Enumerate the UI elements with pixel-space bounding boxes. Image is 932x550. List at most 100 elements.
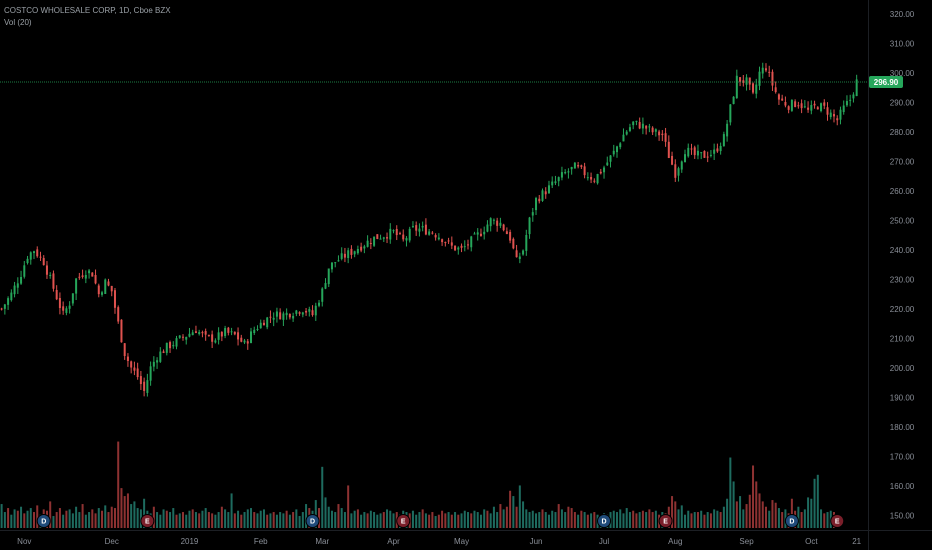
- volume-bar: [479, 514, 482, 528]
- candle-body: [832, 114, 835, 117]
- candle-body: [272, 317, 275, 320]
- candle-body: [852, 94, 855, 99]
- volume-bar: [204, 508, 207, 528]
- candle-body: [162, 351, 165, 353]
- volume-bar: [641, 510, 644, 528]
- candle-body: [373, 236, 376, 246]
- volume-bar: [113, 508, 116, 528]
- y-tick-label: 280.00: [890, 128, 915, 137]
- candle-body: [732, 96, 735, 104]
- volume-bar: [84, 514, 87, 528]
- volume-bar: [272, 512, 275, 528]
- volume-bar: [632, 510, 635, 528]
- volume-bar: [745, 504, 748, 528]
- volume-bar: [376, 514, 379, 528]
- volume-bar: [810, 498, 813, 528]
- volume-bar: [761, 501, 764, 528]
- candle-body: [159, 351, 162, 362]
- volume-bar: [356, 509, 359, 528]
- candle-body: [541, 190, 544, 201]
- candle-body: [237, 332, 240, 340]
- candle-body: [71, 293, 74, 304]
- volume-bar: [347, 485, 350, 528]
- earnings-marker-label: E: [145, 519, 150, 526]
- y-tick-label: 270.00: [890, 157, 915, 166]
- volume-bar: [321, 466, 324, 528]
- candle-body: [784, 101, 787, 106]
- volume-bar: [211, 513, 214, 528]
- candle-body: [531, 212, 534, 216]
- candle-body: [240, 337, 243, 342]
- candle-body: [308, 309, 311, 312]
- x-tick-label: Mar: [315, 537, 329, 546]
- candle-body: [535, 198, 538, 211]
- candle-body: [567, 171, 570, 173]
- volume-bar: [671, 496, 674, 528]
- candle-body: [7, 298, 10, 305]
- volume-bar: [807, 497, 810, 528]
- volume-bar: [525, 509, 528, 528]
- volume-bar: [71, 513, 74, 528]
- candle-body: [648, 126, 651, 128]
- candle-body: [256, 328, 259, 330]
- volume-bar: [191, 509, 194, 528]
- candle-body: [356, 248, 359, 254]
- candle-body: [547, 185, 550, 194]
- volume-bar: [327, 506, 330, 528]
- x-tick-label: Apr: [387, 537, 400, 546]
- volume-bar: [26, 510, 29, 528]
- volume-bar: [557, 504, 560, 528]
- candle-body: [366, 240, 369, 247]
- volume-bar: [424, 513, 427, 528]
- y-tick-label: 230.00: [890, 275, 915, 284]
- volume-bar: [240, 514, 243, 528]
- candle-body: [447, 240, 450, 242]
- candle-body: [444, 242, 447, 244]
- candle-body: [674, 164, 677, 178]
- y-tick-label: 200.00: [890, 364, 915, 373]
- volume-legend: Vol (20): [4, 18, 32, 27]
- candle-body: [580, 165, 583, 167]
- candle-body: [33, 251, 36, 254]
- candle-body: [764, 68, 767, 71]
- candle-body: [266, 317, 269, 328]
- candle-body: [23, 265, 26, 277]
- candle-body: [479, 233, 482, 236]
- volume-bar: [411, 510, 414, 528]
- volume-bar: [58, 508, 61, 528]
- candle-body: [609, 155, 612, 162]
- volume-bar: [29, 508, 32, 528]
- volume-bar: [130, 504, 133, 528]
- volume-bar: [625, 508, 628, 528]
- volume-bar: [615, 512, 618, 528]
- candle-body: [706, 156, 709, 158]
- candle-body: [450, 242, 453, 246]
- candle-body: [755, 84, 758, 94]
- candle-body: [243, 340, 246, 343]
- candle-body: [58, 297, 61, 309]
- candle-body: [551, 181, 554, 186]
- volume-bar: [162, 509, 165, 528]
- chart-title: COSTCO WHOLESALE CORP, 1D, Cboe BZX: [4, 6, 171, 15]
- candle-body: [262, 322, 265, 326]
- candle-body: [330, 262, 333, 270]
- candle-body: [790, 99, 793, 111]
- volume-bar: [790, 498, 793, 528]
- volume-bar: [645, 512, 648, 528]
- candle-body: [593, 180, 596, 182]
- volume-bar: [554, 512, 557, 528]
- candle-body: [745, 77, 748, 85]
- candle-body: [842, 105, 845, 113]
- candle-body: [398, 233, 401, 235]
- volume-bar: [91, 509, 94, 528]
- candle-body: [324, 283, 327, 289]
- candle-body: [233, 331, 236, 335]
- volume-bar: [813, 478, 816, 528]
- dividend-marker-label: D: [602, 519, 607, 526]
- candle-body: [350, 248, 353, 255]
- volume-bar: [755, 481, 758, 528]
- candle-body: [29, 252, 32, 260]
- candle-body: [94, 274, 97, 284]
- volume-bar: [583, 512, 586, 528]
